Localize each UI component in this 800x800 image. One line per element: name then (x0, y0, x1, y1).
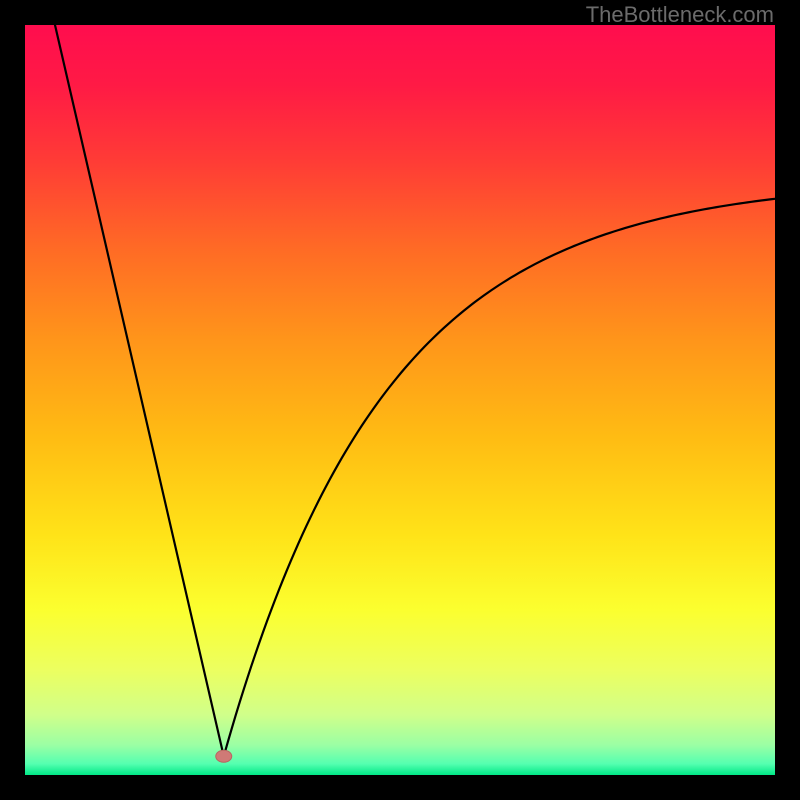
chart-frame: TheBottleneck.com (0, 0, 800, 800)
curve-layer (25, 25, 775, 775)
plot-area (25, 25, 775, 775)
watermark-text: TheBottleneck.com (586, 2, 774, 28)
minimum-marker (216, 750, 232, 762)
bottleneck-curve (55, 25, 775, 756)
